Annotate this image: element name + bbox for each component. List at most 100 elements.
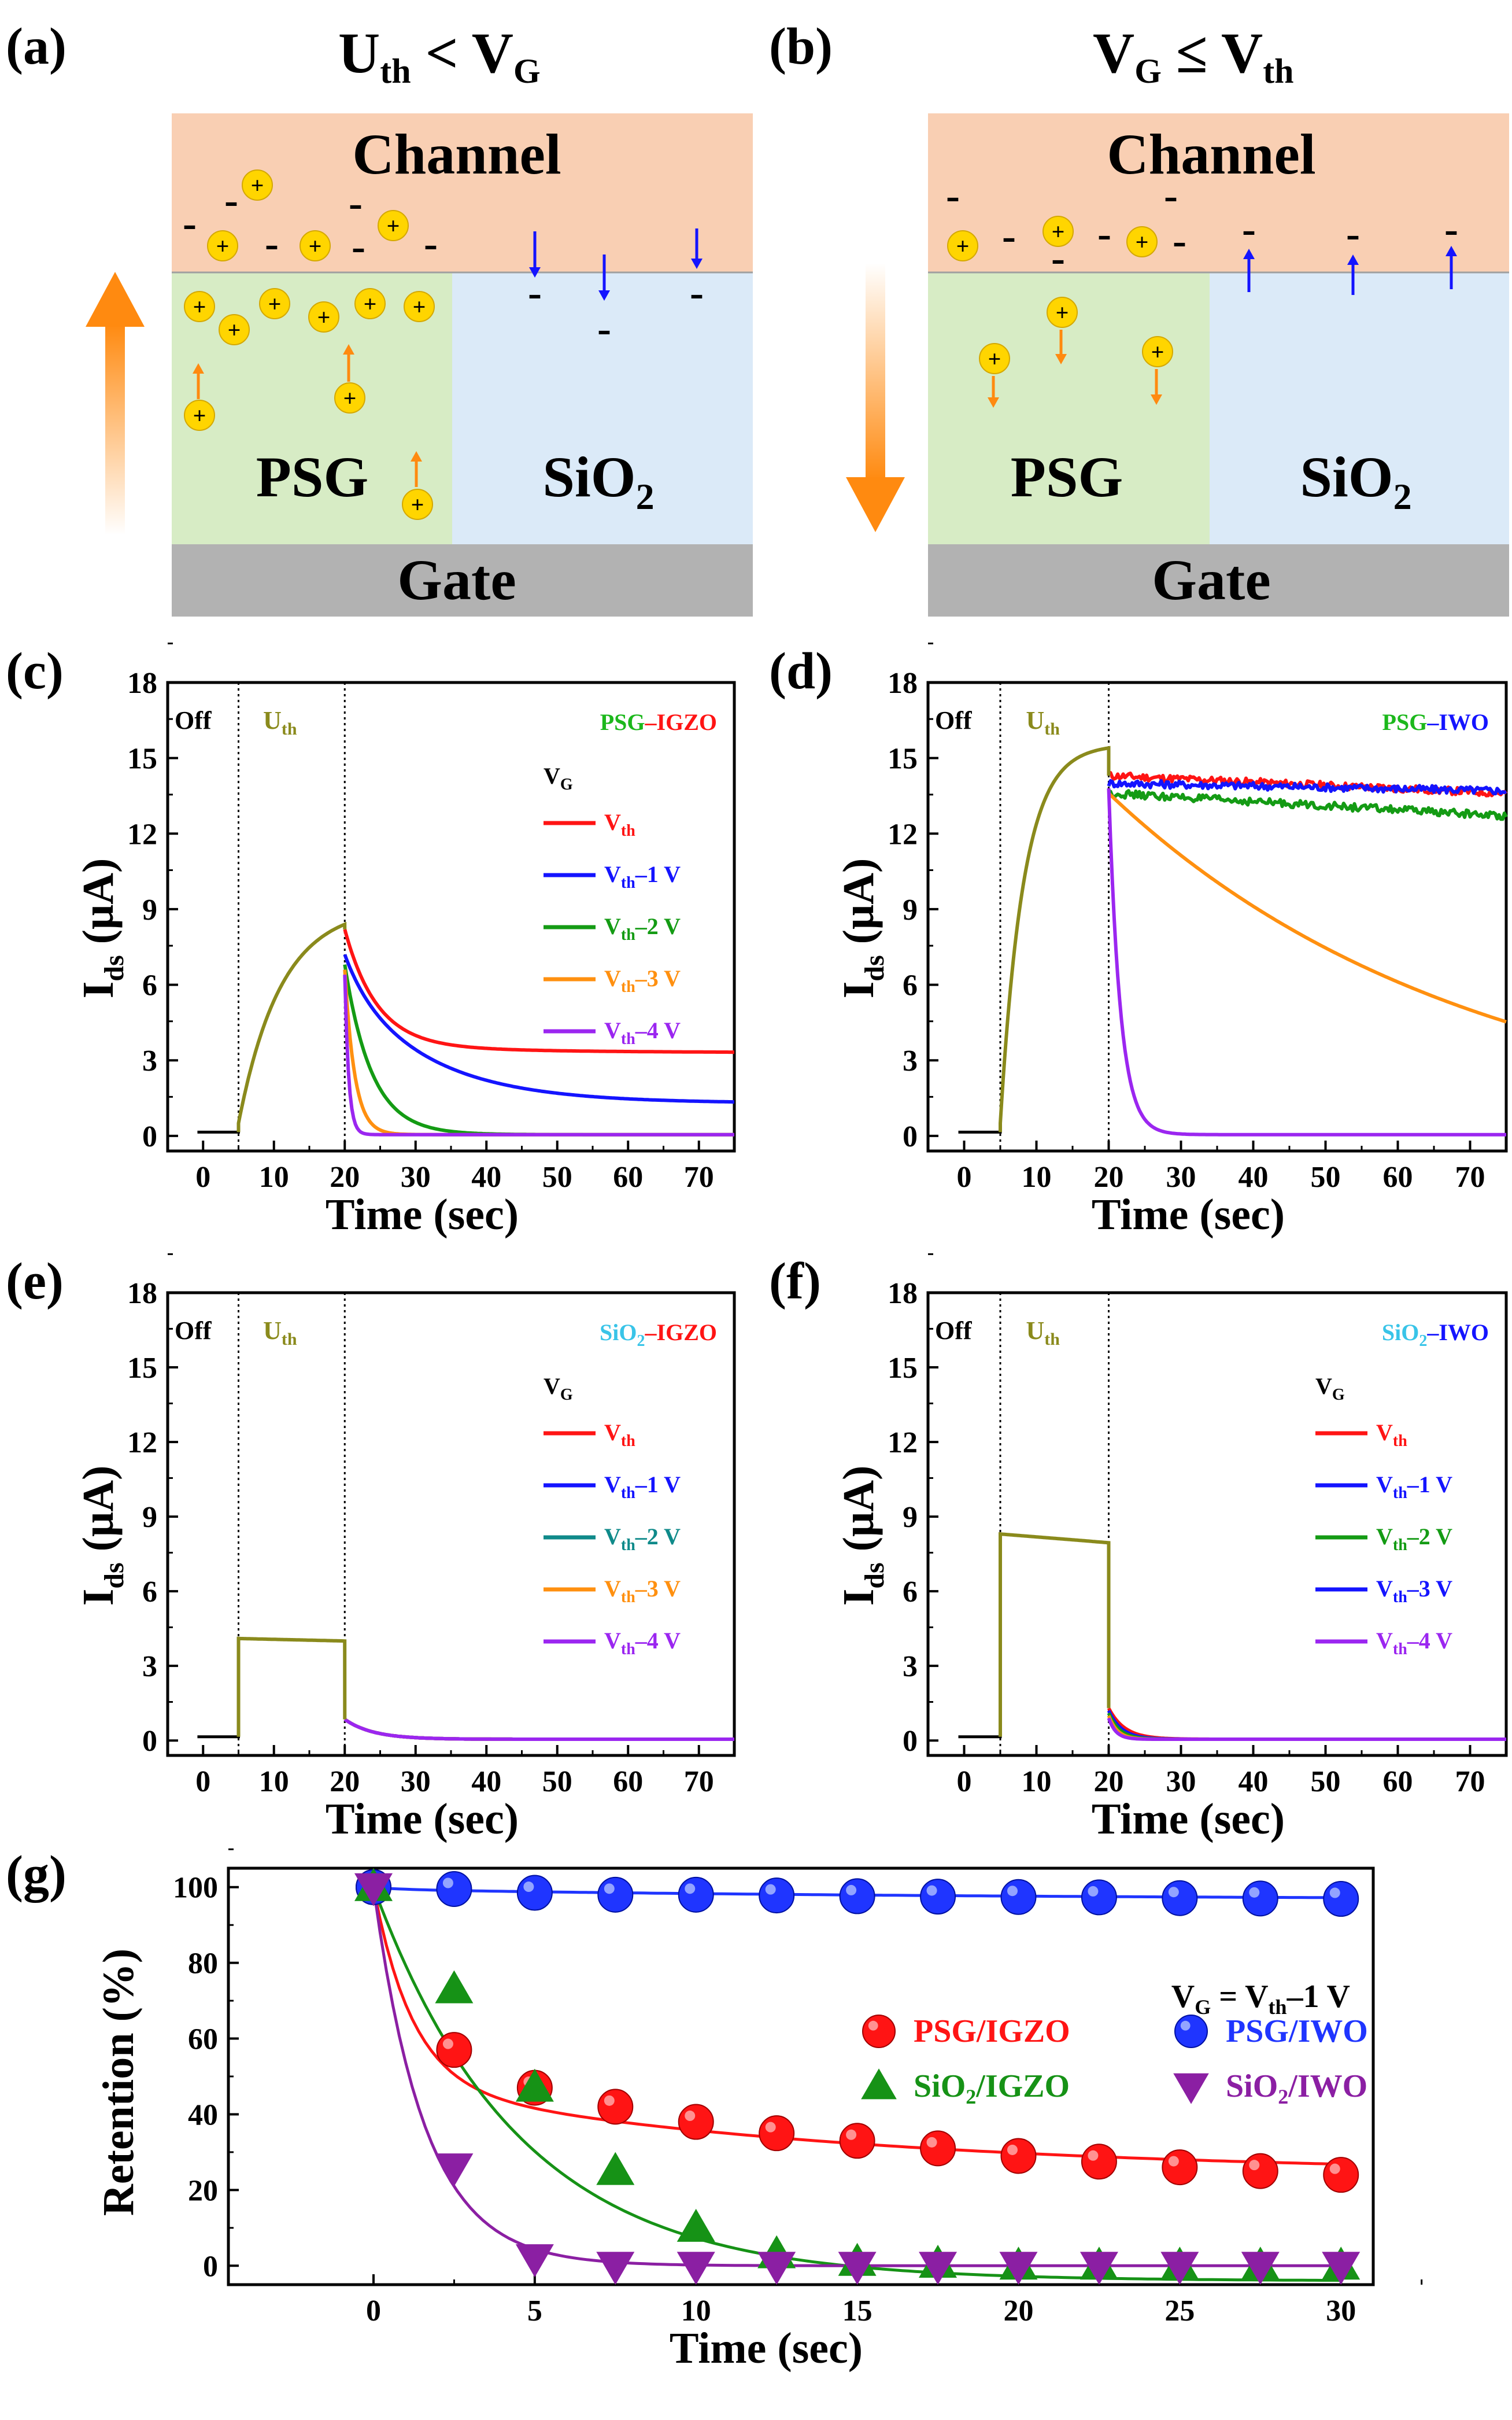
diagram-b-arrow-shaft [866,263,885,480]
decay-curve-vth4 [343,1718,734,1741]
diagram-a-field-arrow [86,272,145,535]
text-part: (μA) [74,1466,123,1563]
y-axis-title: Retention (%) [94,1949,143,2216]
x-tick-label: 50 [1311,1765,1341,1798]
legend-label: Vth–2 V [604,913,681,944]
cation-circle [242,169,273,201]
x-tick-label: 30 [1166,1161,1196,1194]
text-part: U [263,1316,282,1345]
electron-drift-arrow-head [1243,249,1255,259]
x-tick-label: 10 [1022,1765,1052,1798]
legend-item: Vth–2 V [544,1523,681,1554]
x-tick-label: 70 [1455,1765,1485,1798]
legend-label: Vth–4 V [604,1017,681,1048]
chart-c: 0 3 6 9 12 15 18 0 10 20 30 40 50 60 70 Time (sec) Ids (… [74,643,736,1239]
text-part: –2 V [1407,1523,1452,1550]
text-part: G [1332,1386,1345,1404]
diagram-b-psg-label: PSG [1011,445,1123,509]
text-part: th [621,1536,635,1554]
decay-curve-vth3 [1107,792,1507,1024]
legend-item: PSG/IWO [1174,2013,1368,2049]
text-part: th [282,720,297,739]
marker-highlight [1168,1887,1179,1898]
chart-d: 0 3 6 9 12 15 18 0 10 20 30 40 50 60 70 Time (sec) Ids (… [834,643,1508,1239]
text-part: (μA) [74,858,123,956]
y-tick-label: 20 [188,2174,218,2207]
text-part: th [1393,1640,1407,1658]
chart-g: 0 20 40 60 80 100 0 5 10 15 20 25 30 Time (sec) Retent… [94,1848,1423,2373]
x-tick-label: 70 [684,1765,714,1798]
cation-circle [354,288,386,319]
panel-letter-g: (g) [6,1846,66,1903]
text-part: –3 V [635,965,681,991]
x-tick-label: 40 [471,1765,501,1798]
cation-icon: + [308,301,339,333]
y-tick-label: 6 [142,1576,157,1609]
title-part: – [1426,709,1439,735]
marker-triangle-down [596,2252,635,2285]
decay-curve-vth [343,929,734,1054]
marker-highlight [1168,2156,1179,2167]
legend-item: Vth–4 V [1315,1628,1452,1658]
marker-circle [597,2089,634,2125]
series-circle [355,1869,1359,2193]
marker-highlight [685,2111,696,2122]
electron-drift-arrow-head [598,290,610,301]
y-tick-label: 12 [127,818,157,851]
x-tick-label: 30 [1166,1765,1196,1798]
text-part: G [560,1386,573,1404]
legend-label: PSG/IGZO [914,2013,1070,2049]
marker-ball [597,1876,634,1913]
marker-circle [678,2104,714,2140]
anion-sign: - [224,177,238,223]
y-tick-label: 3 [142,1650,157,1683]
cation-sign: + [956,233,970,259]
text-part: ds [99,955,130,981]
phase-label-off: Off [935,1316,973,1345]
diagram-b-sio2-layer [1210,272,1509,544]
marker-highlight [523,1882,534,1893]
cation-circle [402,489,433,520]
phase-label-uth: Uth [263,1316,297,1349]
phase-label-off: Off [935,706,973,735]
anion-sign: - [1051,235,1065,281]
anion-sign: - [690,270,704,316]
cation-circle [334,382,365,414]
diagram-b-gate-layer [928,544,1509,617]
decay-curve-vth [1107,1707,1506,1741]
uth-curve [236,921,347,1132]
y-tick-label: 18 [888,667,918,700]
x-axis-title: Time (sec) [326,1795,519,1843]
legend-item: Vth–3 V [544,1576,681,1606]
cation-icon: + [979,343,1010,374]
text-part: V [604,913,621,939]
y-tick-label: 15 [127,743,157,776]
ion-drift-arrow-head [193,363,204,374]
text-part: ds [859,1562,890,1588]
anion-sign: - [1173,217,1186,264]
text-part: th [1269,1995,1287,2019]
legend-header: VG [1315,1373,1345,1404]
x-tick-label: 20 [330,1161,360,1194]
anion-sign: - [349,180,363,226]
text-part: V [1376,1628,1393,1654]
anion-sign: - [352,223,365,270]
marker-triangle-down [1080,2252,1118,2285]
marker-triangle-down [1241,2252,1280,2285]
y-tick-label: 3 [142,1045,157,1078]
text-part: V [604,1471,621,1497]
y-tick-label: 15 [127,1352,157,1385]
phase-label-off: Off [175,706,212,735]
text-part: V [604,809,621,835]
x-tick-label: 10 [1022,1161,1052,1194]
text-part: th [621,1640,635,1658]
vg-annotation: VG = Vth–1 V [1171,1979,1350,2019]
cation-sign: + [309,233,322,259]
x-axis-title: Time (sec) [1092,1190,1285,1239]
text-part: –3 V [635,1576,681,1602]
cation-sign: + [193,403,206,429]
title-part: IGZO [657,709,717,735]
text-part: –1 V [1287,1979,1350,2015]
diagram-a-condition: Uth < VG [338,21,541,90]
cation-circle [184,400,215,431]
